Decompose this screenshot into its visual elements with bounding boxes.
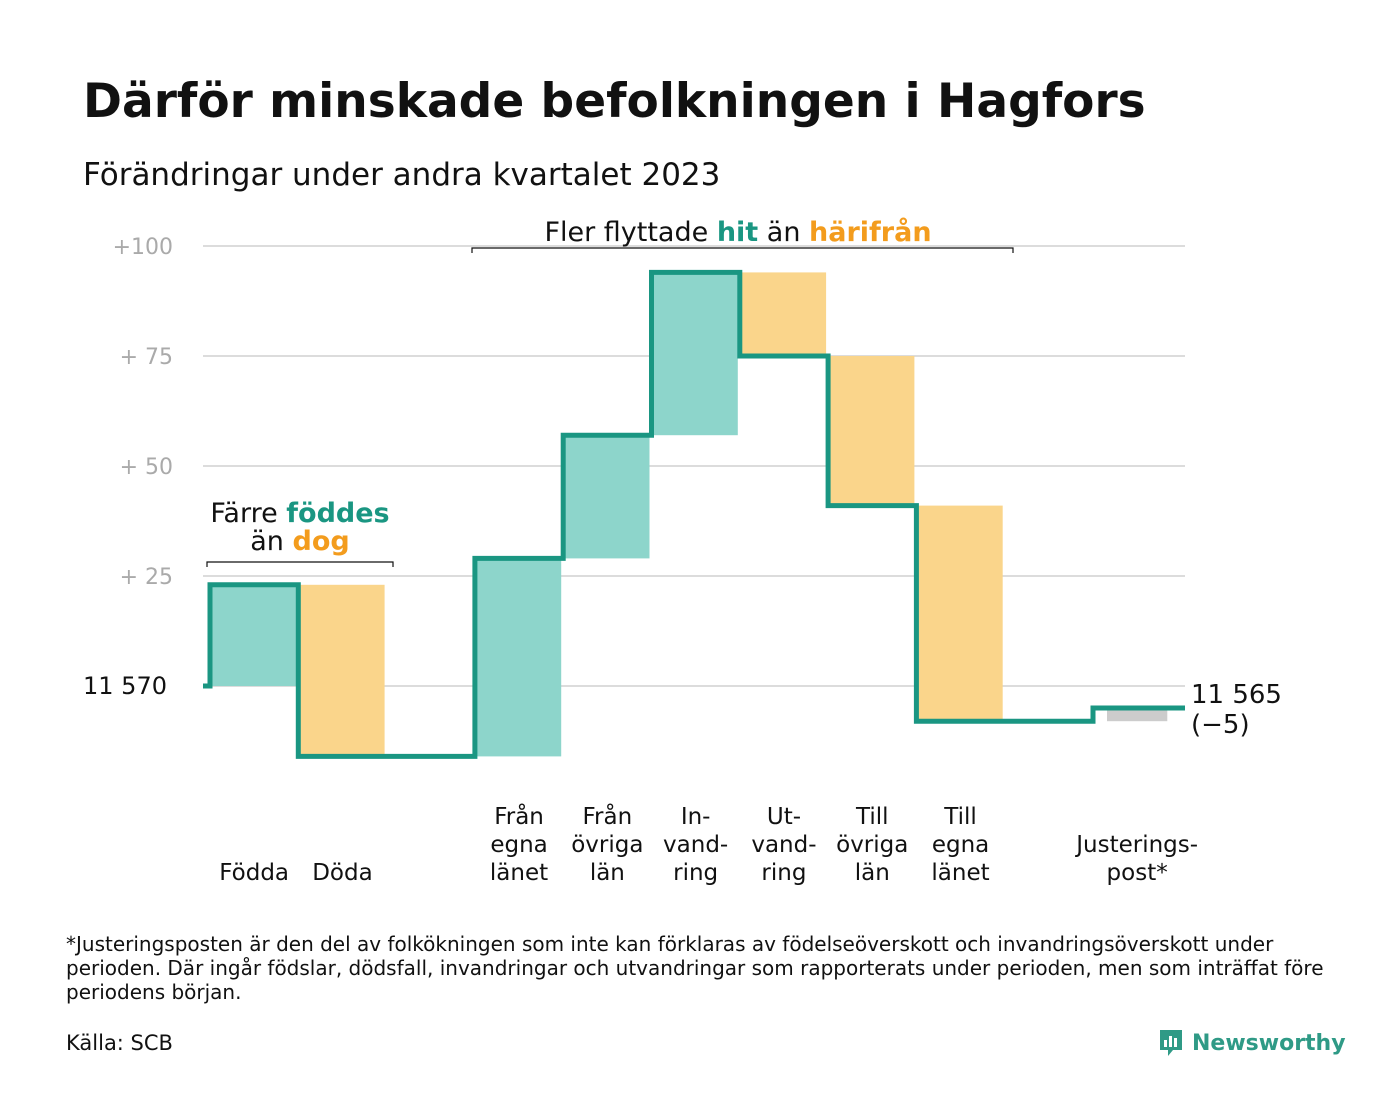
end-change-label: (−5) [1191, 710, 1250, 740]
y-tick-label: + 75 [120, 345, 173, 370]
bar-out [830, 356, 915, 506]
bar-out [300, 584, 385, 757]
brand-name: Newsworthy [1192, 1030, 1346, 1056]
category-label: länet [931, 860, 989, 886]
migration-annotation: Fler flyttade hit än härifrån [544, 216, 931, 248]
category-label: övriga [571, 832, 643, 858]
births-annotation-line1: Färre föddes [210, 498, 389, 529]
footnote: *Justeringsposten är den del av folkökni… [66, 932, 1324, 1004]
bar-in [565, 435, 650, 559]
bar-in [653, 272, 738, 436]
y-tick-label: + 50 [120, 455, 173, 480]
cumulative-line [203, 269, 1185, 759]
category-label: Födda [219, 860, 289, 886]
births-bracket [206, 561, 394, 567]
category-label: In- [681, 804, 711, 830]
end-value-label: 11 565 [1191, 680, 1282, 710]
category-label: Ut- [767, 804, 801, 830]
category-label: vand- [663, 832, 728, 858]
category-label: Från [583, 802, 633, 830]
migration-bracket [471, 247, 1014, 253]
category-label: Döda [312, 860, 372, 886]
category-label: egna [932, 832, 989, 858]
start-value-label: 11 570 [83, 672, 167, 700]
category-label: Justerings- [1074, 832, 1198, 858]
category-label: egna [490, 832, 547, 858]
y-tick-label: +100 [113, 235, 173, 260]
bar-out [918, 505, 1003, 722]
category-label: länet [490, 860, 548, 886]
newsworthy-icon [1160, 1030, 1182, 1056]
category-label: Till [943, 804, 977, 830]
y-tick-label: + 25 [120, 565, 173, 590]
bar-adj [1107, 708, 1168, 722]
category-label: län [855, 860, 890, 886]
chart-subtitle: Förändringar under andra kvartalet 2023 [83, 157, 721, 193]
category-label: post* [1107, 860, 1168, 886]
category-label: vand- [751, 832, 816, 858]
bar-in [476, 558, 562, 757]
bar-out [741, 272, 827, 356]
brand-logo: Newsworthy [1158, 1028, 1346, 1058]
births-annotation-line2: än dog [250, 526, 349, 557]
category-label: län [590, 860, 625, 886]
category-label: ring [761, 860, 806, 886]
source-label: Källa: SCB [66, 1031, 173, 1055]
category-label: Från [494, 802, 544, 830]
bar-in [212, 584, 297, 686]
chart-title: Därför minskade befolkningen i Hagfors [83, 74, 1146, 129]
category-label: ring [673, 860, 718, 886]
category-label: Till [855, 804, 889, 830]
category-label: övriga [836, 832, 908, 858]
